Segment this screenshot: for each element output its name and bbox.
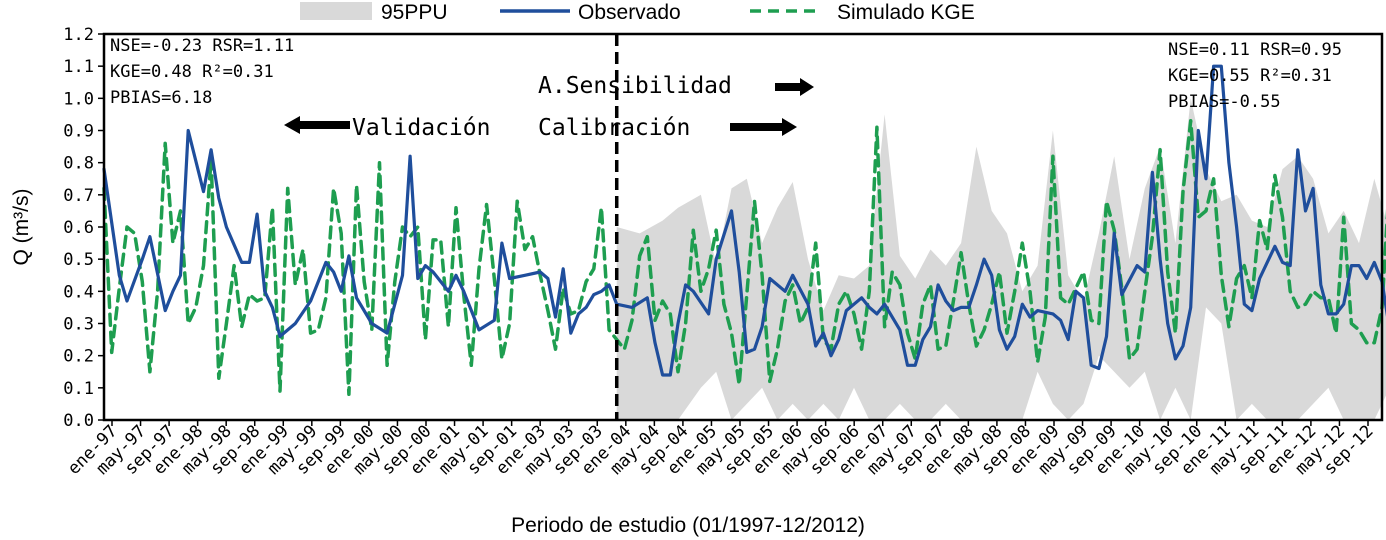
- stats-right-line-2: KGE=0.55 R²=0.31: [1168, 66, 1332, 86]
- legend-95ppu-swatch: [300, 2, 372, 20]
- sensibilidad-label: A.Sensibilidad: [538, 73, 732, 99]
- y-tick-label: 0.9: [63, 122, 94, 142]
- validacion-label: Validación: [352, 115, 490, 141]
- series-simulado-kge: [102, 119, 1386, 397]
- stats-left-line-1: NSE=-0.23 RSR=1.11: [110, 36, 294, 56]
- y-tick-label: 0.4: [63, 282, 94, 302]
- y-tick-label: 0.6: [63, 218, 94, 238]
- y-tick-label: 1.2: [63, 25, 94, 45]
- band-layer: [616, 98, 1386, 420]
- stats-right-line-3: PBIAS=-0.55: [1168, 92, 1281, 112]
- calibracion-arrow-icon: [730, 118, 797, 136]
- y-tick-label: 0.5: [63, 250, 94, 270]
- sensibilidad-arrow-icon: [775, 78, 814, 96]
- stats-left-line-3: PBIAS=6.18: [110, 88, 212, 108]
- axis-layer: 0.00.10.20.30.40.50.60.70.80.91.01.11.2e…: [63, 25, 1377, 479]
- legend-95ppu-label: 95PPU: [381, 1, 448, 24]
- stats-right: NSE=0.11 RSR=0.95 KGE=0.55 R²=0.31 PBIAS…: [1168, 40, 1342, 112]
- series-observado: [102, 64, 1386, 377]
- stats-left: NSE=-0.23 RSR=1.11 KGE=0.48 R²=0.31 PBIA…: [110, 36, 294, 108]
- y-tick-label: 0.8: [63, 154, 94, 174]
- y-tick-label: 0.3: [63, 315, 94, 335]
- line-layer: [102, 64, 1386, 397]
- y-tick-label: 0.7: [63, 186, 94, 206]
- y-tick-label: 0.0: [63, 411, 94, 431]
- y-tick-label: 1.0: [63, 89, 94, 109]
- legend-simulado-label: Simulado KGE: [837, 1, 975, 24]
- stats-right-line-1: NSE=0.11 RSR=0.95: [1168, 40, 1342, 60]
- calibracion-label: Calibración: [538, 115, 690, 141]
- band-95ppu: [616, 98, 1386, 420]
- y-axis-label: Q (m³/s): [10, 189, 33, 266]
- validacion-arrow-icon: [284, 116, 350, 134]
- y-tick-label: 1.1: [63, 57, 94, 77]
- x-axis-label: Periodo de estudio (01/1997-12/2012): [511, 514, 865, 537]
- legend-observado-label: Observado: [578, 1, 681, 24]
- y-tick-label: 0.2: [63, 347, 94, 367]
- stats-left-line-2: KGE=0.48 R²=0.31: [110, 62, 274, 82]
- period-annotations: Validación Calibración A.Sensibilidad: [284, 73, 814, 141]
- legend: 95PPU Observado Simulado KGE: [300, 1, 975, 24]
- y-tick-label: 0.1: [63, 379, 94, 399]
